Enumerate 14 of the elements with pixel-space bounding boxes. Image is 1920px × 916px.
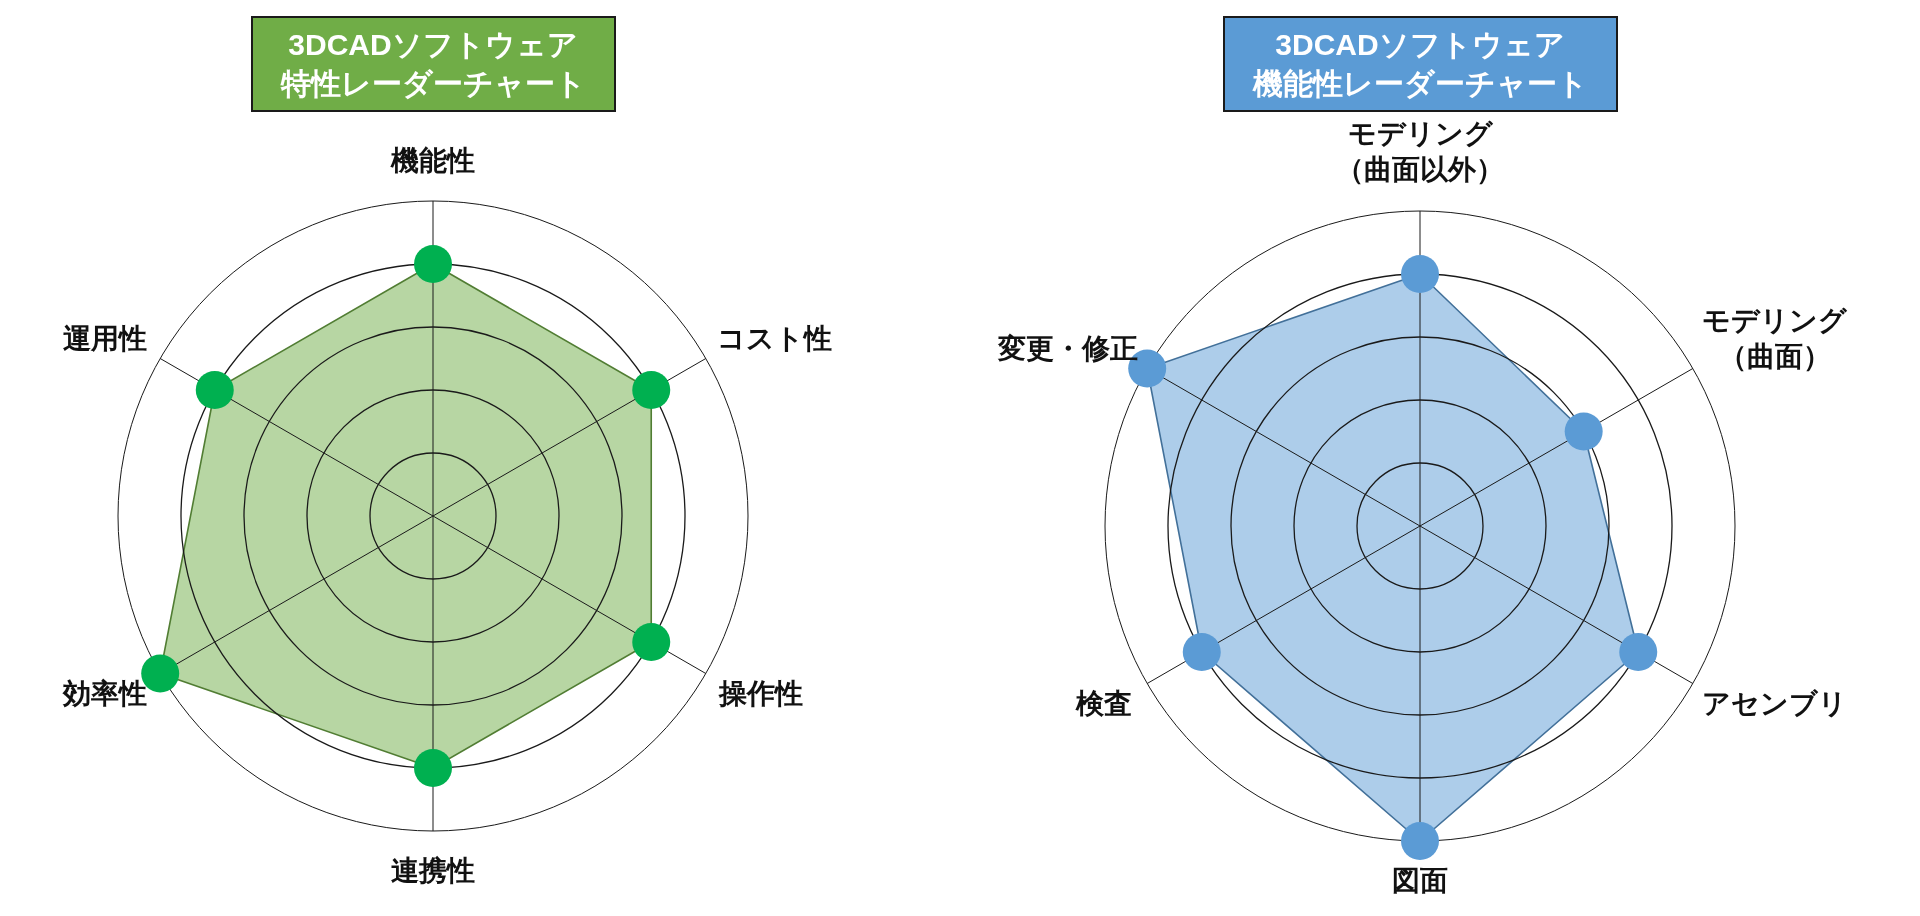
- chart-title: 3DCADソフトウェア機能性レーダーチャート: [1222, 16, 1618, 112]
- spoke-label: 効率性: [62, 676, 147, 711]
- spoke-label: モデリング（曲面）: [1702, 303, 1848, 375]
- spoke-label: 変更・修正: [997, 331, 1138, 366]
- chart-title: 3DCADソフトウェア特性レーダーチャート: [250, 16, 616, 112]
- spoke-label: 運用性: [62, 321, 147, 356]
- spoke-label: アセンブリ: [1702, 686, 1848, 721]
- spoke-label: モデリング（曲面以外）: [1336, 117, 1504, 188]
- spoke-label: 機能性: [391, 144, 475, 178]
- spoke-label: 図面: [1392, 864, 1448, 898]
- spoke-label: 操作性: [719, 676, 804, 711]
- spoke-label: コスト性: [717, 321, 833, 356]
- spoke-label: 検査: [1075, 686, 1132, 721]
- spoke-label: 連携性: [391, 854, 475, 888]
